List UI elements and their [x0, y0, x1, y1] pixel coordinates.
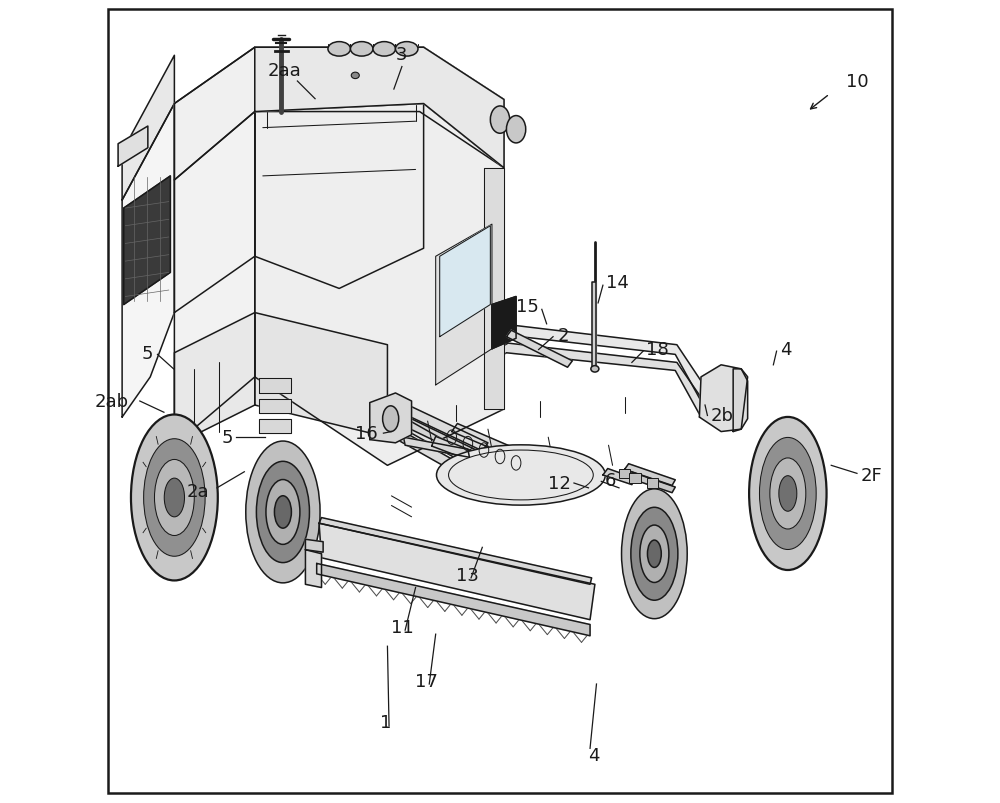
Ellipse shape	[779, 476, 797, 512]
Polygon shape	[118, 127, 148, 167]
Ellipse shape	[246, 442, 320, 583]
Ellipse shape	[164, 479, 185, 517]
Text: 16: 16	[355, 425, 378, 442]
Polygon shape	[592, 283, 596, 369]
Text: 13: 13	[456, 567, 479, 585]
Ellipse shape	[256, 462, 309, 563]
Polygon shape	[255, 48, 424, 289]
Text: 6: 6	[605, 471, 616, 489]
Text: 14: 14	[606, 274, 629, 291]
Ellipse shape	[373, 43, 395, 57]
Text: 12: 12	[548, 475, 571, 492]
Ellipse shape	[759, 438, 816, 550]
Polygon shape	[305, 540, 323, 552]
Polygon shape	[452, 424, 532, 464]
Polygon shape	[404, 438, 469, 458]
Ellipse shape	[328, 43, 350, 57]
Polygon shape	[699, 365, 748, 432]
Polygon shape	[386, 410, 516, 483]
Ellipse shape	[436, 445, 605, 506]
Text: 10: 10	[846, 73, 868, 91]
Ellipse shape	[490, 107, 510, 134]
Ellipse shape	[640, 525, 669, 583]
Text: 2F: 2F	[860, 467, 882, 484]
Text: 2: 2	[558, 327, 569, 344]
Polygon shape	[319, 518, 592, 585]
Ellipse shape	[506, 116, 526, 144]
Polygon shape	[625, 464, 675, 486]
Polygon shape	[625, 471, 675, 493]
Ellipse shape	[350, 43, 373, 57]
Polygon shape	[305, 550, 322, 588]
Text: 2aa: 2aa	[268, 63, 301, 80]
Polygon shape	[122, 56, 174, 201]
Text: 2b: 2b	[711, 407, 734, 425]
Polygon shape	[436, 225, 492, 385]
Polygon shape	[255, 104, 504, 466]
Polygon shape	[259, 419, 291, 434]
Polygon shape	[386, 424, 516, 498]
Polygon shape	[255, 48, 504, 169]
Polygon shape	[492, 297, 516, 349]
Ellipse shape	[351, 73, 359, 79]
Polygon shape	[174, 48, 504, 181]
Ellipse shape	[266, 480, 300, 544]
Polygon shape	[733, 369, 748, 432]
Ellipse shape	[131, 415, 218, 581]
Polygon shape	[317, 564, 590, 636]
Text: 11: 11	[391, 618, 413, 636]
Polygon shape	[174, 48, 255, 313]
Polygon shape	[370, 325, 709, 419]
Polygon shape	[440, 226, 490, 337]
Polygon shape	[370, 344, 709, 435]
Text: 2a: 2a	[186, 483, 209, 500]
Bar	[619, 469, 630, 479]
Ellipse shape	[395, 43, 418, 57]
Ellipse shape	[383, 406, 399, 432]
Bar	[647, 479, 658, 488]
Ellipse shape	[591, 366, 599, 373]
Text: 17: 17	[415, 673, 437, 691]
Polygon shape	[319, 524, 595, 620]
Ellipse shape	[144, 439, 205, 556]
Ellipse shape	[449, 450, 593, 500]
Ellipse shape	[154, 460, 194, 536]
Ellipse shape	[770, 459, 806, 529]
Polygon shape	[506, 331, 572, 368]
Polygon shape	[124, 177, 170, 305]
Polygon shape	[432, 437, 484, 466]
Bar	[629, 474, 641, 483]
Text: 15: 15	[516, 298, 539, 316]
Polygon shape	[259, 399, 291, 414]
Text: 2ab: 2ab	[94, 393, 129, 410]
Polygon shape	[174, 313, 255, 446]
Polygon shape	[122, 104, 174, 418]
Polygon shape	[394, 402, 488, 451]
Polygon shape	[259, 379, 291, 393]
Polygon shape	[255, 313, 387, 438]
Ellipse shape	[631, 507, 678, 601]
Ellipse shape	[622, 489, 687, 619]
Text: 4: 4	[588, 746, 600, 764]
Polygon shape	[394, 414, 488, 464]
Text: 5: 5	[141, 344, 153, 362]
Text: 1: 1	[380, 713, 392, 731]
Text: 4: 4	[780, 340, 791, 358]
Text: 5: 5	[222, 429, 233, 446]
Polygon shape	[174, 112, 255, 446]
Text: 18: 18	[646, 340, 669, 358]
Ellipse shape	[274, 496, 291, 528]
Ellipse shape	[647, 540, 661, 568]
Ellipse shape	[749, 418, 827, 570]
Polygon shape	[603, 469, 635, 485]
Text: 3: 3	[396, 47, 408, 64]
Polygon shape	[370, 393, 412, 443]
Polygon shape	[484, 169, 504, 410]
